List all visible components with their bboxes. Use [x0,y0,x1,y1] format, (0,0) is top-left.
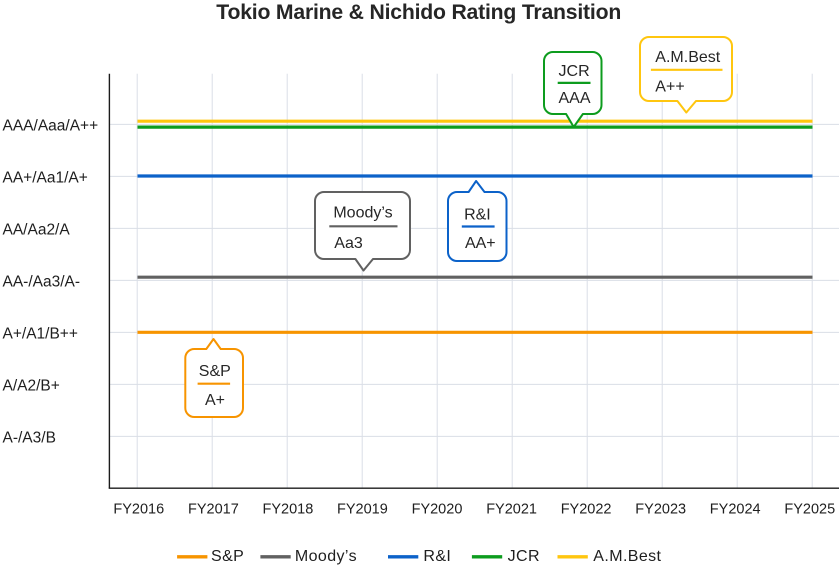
svg-text:JCR: JCR [559,63,590,80]
svg-text:FY2018: FY2018 [263,502,314,518]
svg-text:FY2016: FY2016 [113,502,164,518]
svg-text:FY2020: FY2020 [412,502,463,518]
svg-text:FY2017: FY2017 [188,502,239,518]
svg-text:FY2022: FY2022 [561,502,612,518]
svg-text:R&I: R&I [423,548,451,565]
svg-text:S&P: S&P [211,548,244,565]
svg-text:AA+/Aa1/A+: AA+/Aa1/A+ [3,170,88,187]
svg-text:Moody’s: Moody’s [295,548,357,565]
svg-text:Aa3: Aa3 [334,235,363,252]
svg-text:A.M.Best: A.M.Best [593,548,661,565]
svg-text:A+/A1/B++: A+/A1/B++ [3,326,78,343]
svg-text:FY2023: FY2023 [635,502,686,518]
svg-text:A/A2/B+: A/A2/B+ [3,378,60,395]
svg-text:Moody’s: Moody’s [333,205,392,222]
svg-text:AA-/Aa3/A-: AA-/Aa3/A- [3,274,81,291]
svg-text:R&I: R&I [464,207,491,224]
svg-text:Tokio Marine & Nichido Rating: Tokio Marine & Nichido Rating Transition [216,1,621,24]
svg-text:A-/A3/B: A-/A3/B [3,430,56,447]
svg-text:AA/Aa2/A: AA/Aa2/A [3,222,71,239]
svg-text:AAA/Aaa/A++: AAA/Aaa/A++ [3,118,99,135]
svg-text:FY2021: FY2021 [486,502,537,518]
svg-text:JCR: JCR [508,548,540,565]
svg-text:AAA: AAA [558,90,590,107]
svg-text:S&P: S&P [199,363,231,380]
svg-text:AA+: AA+ [465,235,496,252]
svg-text:A++: A++ [655,79,684,96]
svg-text:FY2019: FY2019 [337,502,388,518]
svg-text:FY2024: FY2024 [710,502,761,518]
svg-text:A+: A+ [205,392,225,409]
svg-text:A.M.Best: A.M.Best [655,49,720,66]
svg-text:FY2025: FY2025 [784,502,835,518]
